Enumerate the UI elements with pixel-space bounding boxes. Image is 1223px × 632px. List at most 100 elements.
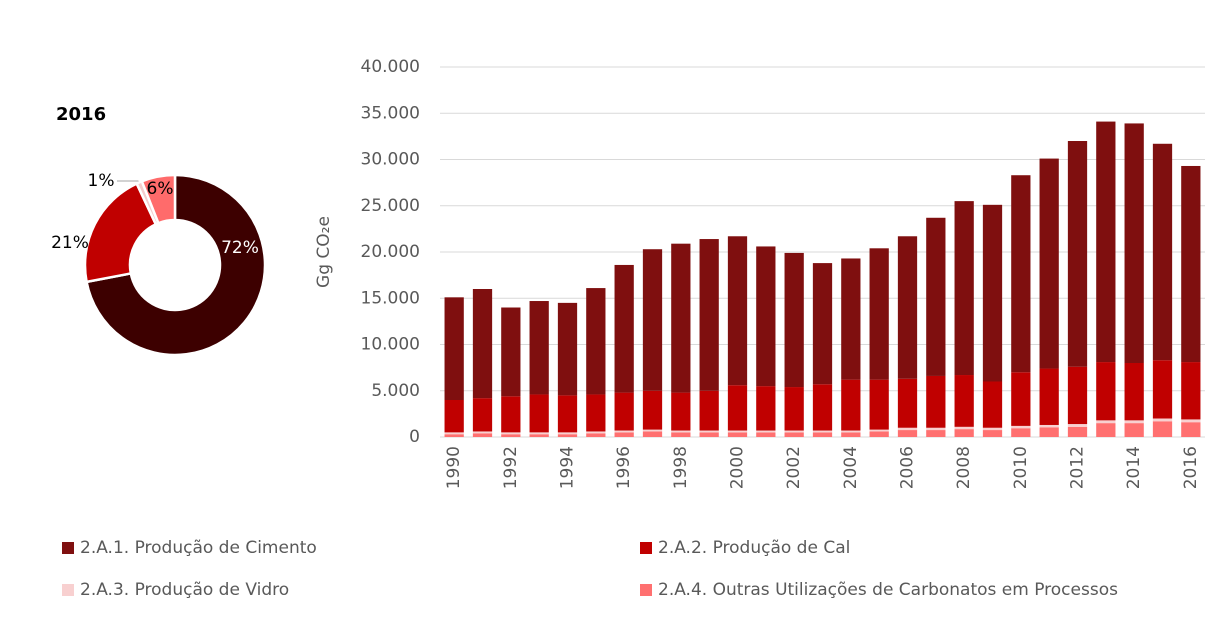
bar-segment — [926, 217, 946, 376]
legend-swatch — [62, 542, 74, 554]
bar-segment — [954, 201, 974, 376]
bar-segment — [1152, 360, 1173, 419]
bar-segment — [1181, 422, 1201, 437]
x-tick-label: 1994 — [558, 446, 578, 489]
bar-segment — [671, 243, 691, 393]
bar-segment — [1011, 425, 1031, 429]
bar-segment — [472, 398, 493, 432]
bar-segment — [1067, 366, 1088, 425]
bar-segment — [982, 427, 1003, 431]
y-tick-label: 30.000 — [361, 150, 420, 170]
bar-segment — [727, 430, 748, 433]
bar-segment — [1124, 420, 1144, 424]
bar-segment — [586, 431, 606, 434]
bar-segment — [1124, 423, 1144, 437]
y-axis-label: Gg CO₂e — [314, 216, 334, 288]
bar-segment — [926, 427, 946, 431]
legend-label: 2.A.3. Produção de Vidro — [80, 580, 289, 600]
bar-segment — [784, 387, 804, 431]
y-tick-label: 20.000 — [361, 242, 420, 262]
bar-segment — [727, 236, 748, 386]
donut-label: 1% — [88, 171, 115, 191]
x-tick-label: 2000 — [728, 446, 748, 489]
bar-segment — [954, 375, 974, 427]
bar-segment — [869, 429, 889, 432]
bar-segment — [614, 432, 634, 437]
bar-segment — [1011, 175, 1031, 373]
bar-segment — [699, 390, 719, 431]
y-tick-label: 25.000 — [361, 196, 420, 216]
bar-segment — [1181, 362, 1201, 420]
bar-segment — [812, 263, 833, 385]
bar-segment — [1096, 362, 1116, 421]
bar-segment — [982, 381, 1003, 428]
bar-segment — [1067, 424, 1088, 427]
donut-slice — [85, 173, 267, 357]
x-tick-label: 1996 — [614, 446, 634, 489]
bar-segment — [557, 432, 578, 435]
donut-label: 21% — [51, 233, 89, 253]
bar-segment — [812, 384, 833, 431]
bar-segment — [982, 430, 1003, 437]
donut-label: 6% — [147, 179, 174, 199]
bar-segment — [642, 249, 663, 391]
bar-segment — [472, 433, 493, 437]
bar-segment — [897, 427, 918, 431]
bar-segment — [1124, 123, 1144, 363]
x-tick-label: 2010 — [1011, 446, 1031, 489]
bar-segment — [869, 248, 889, 380]
bar-segment — [472, 431, 493, 434]
donut-slice — [83, 181, 158, 284]
bar-segment — [841, 430, 861, 433]
bar-segment — [926, 375, 946, 428]
x-tick-label: 2008 — [954, 446, 974, 489]
bar-segment — [671, 392, 691, 431]
bar-segment — [756, 386, 776, 431]
legend-label: 2.A.4. Outras Utilizações de Carbonatos … — [658, 580, 1118, 600]
bar-segment — [444, 432, 464, 435]
bar-segment — [699, 239, 719, 391]
bar-segment — [1011, 372, 1031, 426]
y-tick-label: 5.000 — [371, 381, 420, 401]
bar-segment — [897, 378, 918, 428]
bar-segment — [897, 430, 918, 437]
bar-segment — [841, 432, 861, 437]
bar-segment — [444, 400, 464, 433]
bar-segment — [841, 379, 861, 431]
x-tick-label: 2016 — [1181, 446, 1201, 489]
bar-segment — [501, 434, 521, 437]
bar-segment — [982, 204, 1003, 382]
bar-segment — [1152, 143, 1173, 361]
bar-segment — [784, 430, 804, 433]
bar-segment — [671, 432, 691, 437]
bar-segment — [699, 430, 719, 433]
bar-segment — [1011, 428, 1031, 437]
bar-segment — [756, 432, 776, 437]
x-tick-label: 2004 — [841, 446, 861, 489]
legend-swatch — [62, 584, 74, 596]
bar-segment — [501, 432, 521, 435]
bar-segment — [472, 289, 493, 399]
bar-segment — [1152, 418, 1173, 422]
bar-segment — [557, 302, 578, 396]
x-tick-label: 2014 — [1124, 446, 1144, 489]
bar-segment — [614, 264, 634, 393]
bar-segment — [1152, 421, 1173, 437]
bar-segment — [586, 433, 606, 437]
bar-segment — [869, 379, 889, 430]
bar-segment — [614, 430, 634, 433]
x-tick-label: 2006 — [898, 446, 918, 489]
bar-segment — [954, 426, 974, 430]
y-tick-label: 35.000 — [361, 103, 420, 123]
bar-segment — [642, 390, 663, 430]
bar-segment — [869, 431, 889, 437]
bar-segment — [501, 396, 521, 433]
bar-segment — [529, 394, 549, 433]
bar-segment — [756, 430, 776, 433]
y-tick-label: 10.000 — [361, 335, 420, 355]
bar-segment — [926, 430, 946, 437]
x-tick-label: 2002 — [784, 446, 804, 489]
bar-segment — [557, 434, 578, 437]
bar-segment — [1181, 419, 1201, 423]
